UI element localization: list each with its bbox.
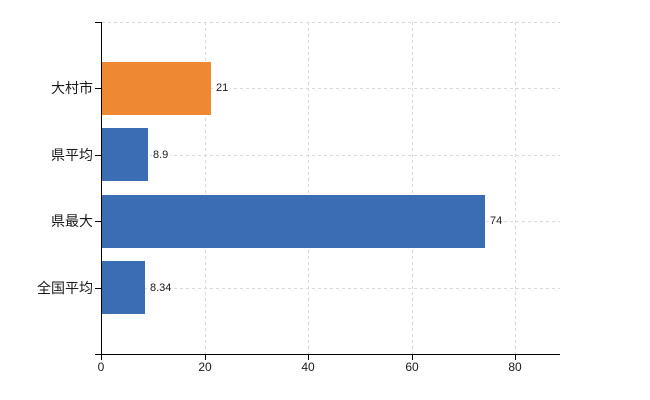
x-tick-label: 20 — [198, 360, 212, 374]
x-axis-tick — [101, 355, 102, 360]
category-gridline — [102, 88, 560, 89]
x-axis-tick — [308, 355, 309, 360]
bar-1[interactable] — [102, 62, 211, 115]
y-axis-line — [101, 22, 102, 354]
y-axis-tick — [95, 88, 101, 89]
category-gridline — [102, 155, 560, 156]
y-axis-tick — [95, 22, 101, 23]
category-label: 大村市 — [51, 80, 93, 96]
x-gridline-60 — [412, 22, 413, 354]
x-tick-label: 0 — [97, 360, 105, 374]
category-label: 県最大 — [51, 213, 93, 229]
category-label: 県平均 — [51, 147, 93, 163]
category-gridline — [102, 288, 560, 289]
y-axis-tick — [95, 221, 101, 222]
x-tick-label: 80 — [508, 360, 522, 374]
bar-3[interactable] — [102, 195, 485, 248]
x-axis-line — [101, 354, 560, 355]
bar-value-label: 8.34 — [149, 281, 174, 295]
x-tick-label: 60 — [405, 360, 419, 374]
bar-value-label: 74 — [489, 214, 505, 228]
x-gridline-40 — [308, 22, 309, 354]
x-axis-tick — [205, 355, 206, 360]
bar-4[interactable] — [102, 261, 145, 314]
y-axis-tick — [95, 354, 101, 355]
bar-value-label: 21 — [215, 81, 231, 95]
x-axis-tick — [412, 355, 413, 360]
bar-value-label: 8.9 — [152, 148, 171, 162]
x-gridline-80 — [515, 22, 516, 354]
bar-2[interactable] — [102, 128, 148, 181]
plot-top-gridline — [102, 22, 560, 23]
x-gridline-20 — [205, 22, 206, 354]
category-label: 全国平均 — [37, 280, 93, 296]
x-axis-tick — [515, 355, 516, 360]
x-tick-label: 40 — [301, 360, 315, 374]
y-axis-tick — [95, 155, 101, 156]
y-axis-tick — [95, 288, 101, 289]
